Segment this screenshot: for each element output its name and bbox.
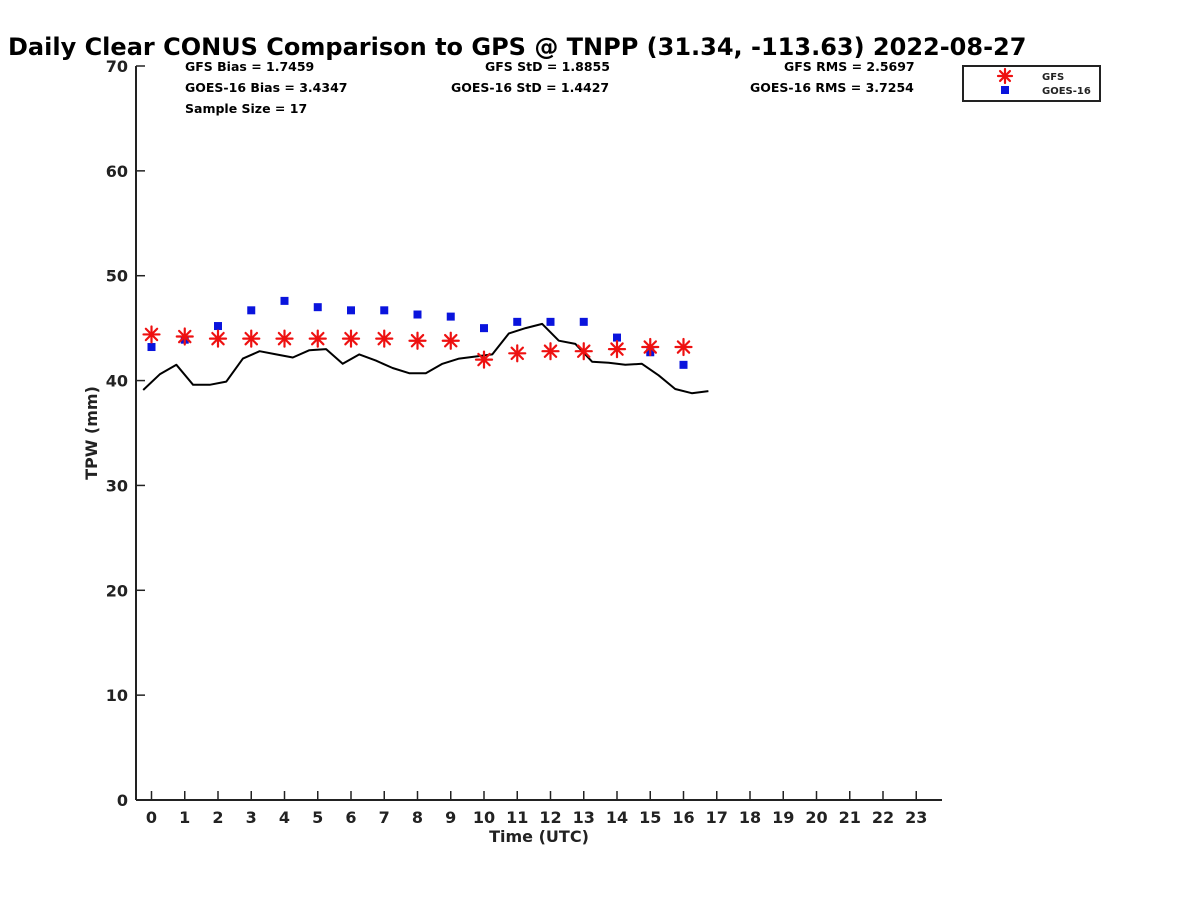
gfs-std-text: GFS StD = 1.8855 [485,59,610,74]
x-tick-label: 16 [672,808,694,827]
x-tick-label: 1 [179,808,190,827]
x-tick-label: 22 [872,808,894,827]
gfs-bias-text: GFS Bias = 1.7459 [185,59,314,74]
y-tick-label: 0 [117,791,128,810]
goes-point [413,310,422,319]
x-ticks: 0 1 2 3 4 5 6 7 8 9 10 11 12 13 14 15 16 17 18 19 20 21 22 23 [146,791,927,827]
x-tick-label: 20 [805,808,827,827]
x-tick-label: 8 [412,808,423,827]
chart-title: Daily Clear CONUS Comparison to GPS @ TN… [8,33,1026,61]
x-tick-label: 12 [539,808,561,827]
gfs-point [508,344,527,363]
goes-point [280,296,289,305]
y-tick-label: 40 [106,372,128,391]
gfs-point [375,329,394,348]
legend-gfs-label: GFS [1042,72,1064,83]
goes-std-text: GOES-16 StD = 1.4427 [451,80,609,95]
legend: GFS GOES-16 [962,65,1101,102]
x-axis-label: Time (UTC) [489,827,589,846]
x-tick-label: 5 [312,808,323,827]
series-layer [142,296,709,395]
gfs-point [242,329,261,348]
x-tick-label: 19 [772,808,794,827]
goes-point [313,303,322,312]
gfs-point [674,337,693,357]
gfs-point [208,329,228,348]
legend-box [962,65,1101,102]
x-tick-label: 15 [639,808,661,827]
x-tick-label: 18 [739,808,761,827]
x-tick-label: 9 [445,808,456,827]
y-tick-label: 70 [106,57,128,76]
goes-point [513,317,522,326]
gfs-point [275,329,294,348]
legend-gfs-asterisk [996,67,1014,85]
legend-goes-label: GOES-16 [1042,86,1091,97]
gfs-point [175,327,194,346]
y-tick-label: 50 [106,267,128,286]
gfs-rms-text: GFS RMS = 2.5697 [784,59,915,74]
sample-size-text: Sample Size = 17 [185,101,307,116]
x-tick-label: 7 [379,808,390,827]
y-tick-label: 20 [106,581,128,600]
gps-series-line [142,322,709,395]
goes-rms-text: GOES-16 RMS = 3.7254 [750,80,914,95]
x-tick-label: 11 [506,808,528,827]
y-tick-label: 60 [106,162,128,181]
gfs-point [641,337,660,357]
goes-point [480,324,488,333]
x-tick-label: 21 [839,808,861,827]
x-tick-label: 14 [606,808,628,827]
x-tick-label: 0 [146,808,157,827]
x-tick-label: 13 [573,808,595,827]
goes-point [247,306,256,315]
x-tick-label: 23 [905,808,927,827]
gfs-point [341,329,361,348]
x-tick-label: 3 [246,808,257,827]
y-tick-label: 10 [106,686,128,705]
goes-point [380,306,389,315]
gfs-point [541,342,560,361]
goes-point [613,333,621,342]
goes-point [679,360,688,369]
goes-point [347,306,355,315]
goes-point [579,317,588,326]
gfs-point [408,331,427,350]
gfs-point [574,342,593,361]
x-tick-label: 10 [473,808,495,827]
gfs-point [441,331,460,350]
gfs-point [474,350,494,369]
goes-point [446,312,455,321]
legend-goes-marker [1001,86,1009,94]
x-tick-label: 4 [279,808,290,827]
gfs-point [607,340,627,359]
x-tick-label: 6 [345,808,356,827]
goes-bias-text: GOES-16 Bias = 3.4347 [185,80,347,95]
legend-goes-square [1001,86,1009,94]
y-ticks: 0 10 20 30 40 50 60 70 [106,57,145,810]
gfs-point [308,329,327,348]
goes-point [214,322,222,331]
goes-point [147,343,156,352]
x-tick-label: 17 [706,808,728,827]
y-axis-label: TPW (mm) [82,386,101,480]
gfs-point [142,325,161,344]
x-tick-label: 2 [212,808,223,827]
y-tick-label: 30 [106,476,128,495]
goes-point [546,317,555,326]
legend-gfs-marker [996,67,1014,85]
